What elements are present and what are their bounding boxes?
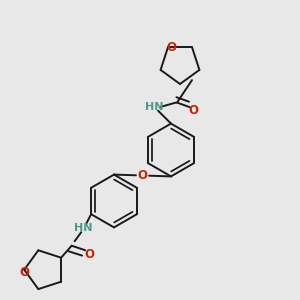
Text: O: O (188, 103, 199, 117)
Text: HN: HN (74, 223, 93, 233)
Text: O: O (137, 169, 148, 182)
Text: O: O (85, 248, 94, 261)
Text: O: O (19, 266, 29, 279)
Text: O: O (167, 40, 177, 54)
Text: HN: HN (145, 102, 164, 112)
